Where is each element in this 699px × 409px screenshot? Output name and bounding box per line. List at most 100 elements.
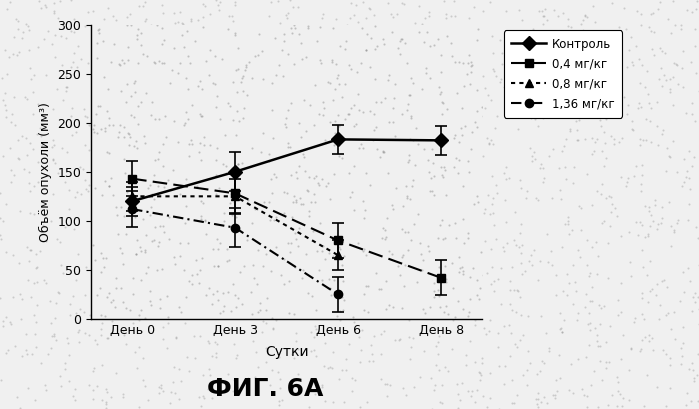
Point [561, 292, 572, 298]
Point [222, 102, 233, 108]
Point [642, 298, 654, 305]
Point [555, 375, 566, 382]
Point [64, 378, 75, 384]
Point [337, 261, 348, 268]
Point [573, 202, 584, 209]
Point [672, 81, 684, 87]
Point [159, 70, 170, 76]
Point [571, 127, 582, 134]
Point [168, 10, 180, 17]
Point [168, 250, 180, 257]
Point [392, 90, 403, 96]
Point [129, 143, 140, 150]
Point [194, 267, 206, 274]
Point [670, 22, 681, 29]
Point [135, 90, 146, 96]
Point [410, 178, 421, 185]
Point [97, 38, 108, 45]
Point [282, 133, 294, 139]
Point [87, 126, 99, 133]
Point [157, 222, 168, 229]
Point [108, 122, 119, 128]
Point [79, 292, 90, 298]
Point [440, 235, 451, 242]
Point [92, 102, 103, 109]
Point [141, 52, 152, 59]
Point [428, 192, 440, 198]
Point [152, 182, 163, 189]
Point [579, 13, 590, 20]
Point [47, 106, 58, 112]
Point [626, 272, 637, 279]
Point [279, 255, 290, 262]
Point [628, 173, 640, 179]
Point [346, 105, 357, 111]
Point [475, 377, 486, 384]
Point [435, 68, 447, 75]
Point [61, 73, 72, 79]
Point [635, 22, 647, 28]
Point [641, 115, 652, 122]
Point [298, 201, 309, 207]
Point [343, 75, 354, 82]
Point [138, 58, 150, 65]
Point [462, 173, 473, 180]
Point [598, 303, 610, 309]
Point [283, 278, 294, 285]
Point [453, 405, 464, 409]
Point [642, 233, 654, 239]
Point [626, 58, 637, 65]
Point [330, 61, 341, 67]
Point [170, 334, 181, 341]
Point [457, 267, 468, 274]
Point [356, 23, 368, 30]
Point [516, 250, 527, 256]
Point [159, 100, 170, 106]
Point [117, 261, 129, 267]
Point [367, 153, 378, 160]
Point [1, 114, 12, 120]
Point [486, 173, 497, 179]
Point [55, 33, 66, 40]
Контроль [128, 199, 136, 204]
Point [131, 250, 142, 257]
Point [26, 247, 37, 254]
Point [524, 360, 535, 366]
Point [422, 133, 433, 140]
Point [685, 185, 696, 192]
Point [356, 188, 367, 194]
Point [123, 133, 134, 139]
Point [155, 382, 166, 388]
Point [138, 209, 150, 216]
Point [394, 337, 405, 344]
Point [343, 341, 354, 348]
Point [609, 136, 620, 142]
Point [241, 91, 252, 98]
Point [298, 273, 309, 279]
Point [229, 287, 240, 293]
Point [587, 3, 598, 9]
Point [321, 183, 332, 189]
Point [242, 197, 253, 203]
Point [289, 264, 301, 270]
Point [612, 378, 624, 385]
Point [368, 303, 380, 309]
Point [217, 65, 228, 72]
Point [343, 110, 354, 117]
Point [150, 264, 161, 271]
Point [588, 148, 599, 155]
Point [370, 270, 382, 276]
Point [309, 122, 320, 128]
Point [199, 133, 210, 140]
Point [231, 67, 242, 74]
Point [88, 129, 99, 136]
Point [257, 263, 268, 270]
Point [228, 149, 239, 155]
Point [122, 74, 133, 81]
Point [473, 184, 484, 191]
Point [635, 188, 647, 195]
Point [309, 215, 320, 221]
Point [160, 168, 171, 174]
Point [392, 263, 403, 269]
Point [180, 108, 192, 115]
